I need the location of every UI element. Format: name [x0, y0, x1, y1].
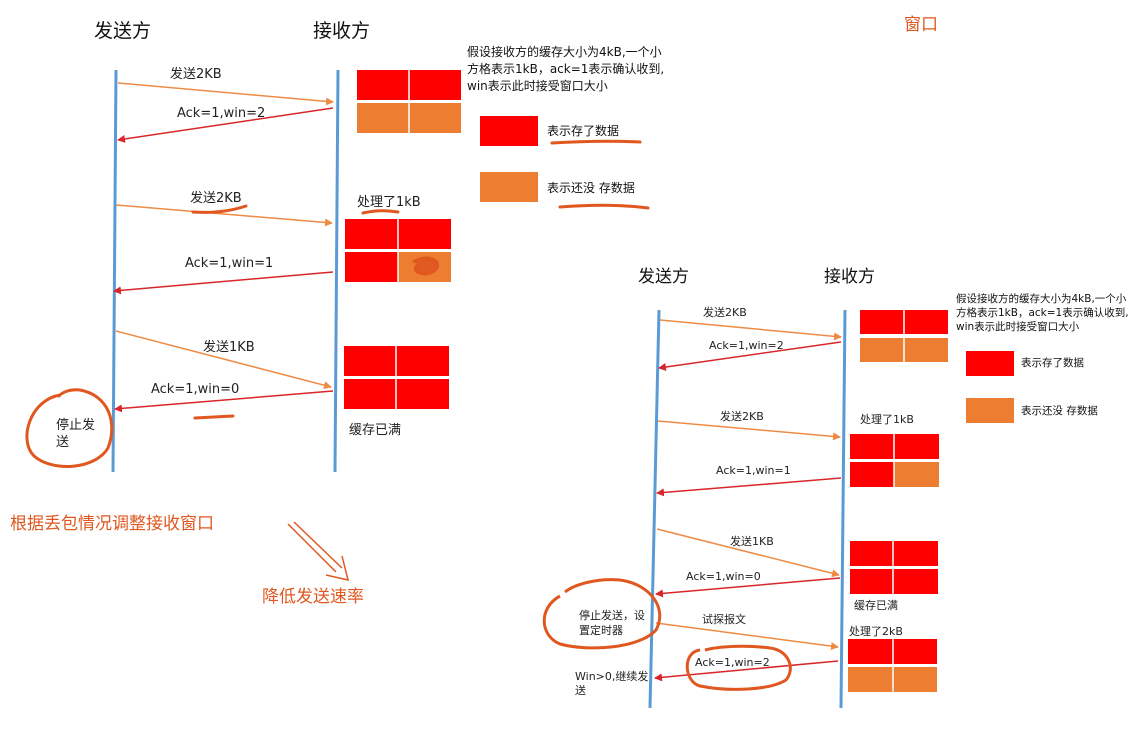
assumption-note-line: 方格表示1kB，ack=1表示确认收到,	[956, 306, 1129, 319]
ack-arrow	[114, 390, 334, 413]
processed-label: 处理了2kB	[849, 625, 903, 638]
ack-label: Ack=1,win=2	[177, 106, 265, 121]
send-arrow	[115, 330, 332, 390]
window-title: 窗口	[904, 15, 938, 35]
ack-arrow	[658, 341, 842, 371]
ack-label: Ack=1,win=1	[716, 464, 791, 477]
assumption-note-line: 假设接收方的缓存大小为4kB,一个小	[467, 44, 662, 59]
processed-label: 处理了1kB	[357, 195, 421, 210]
ack-label: Ack=1,win=0	[151, 382, 239, 397]
send-label: 发送1KB	[730, 534, 774, 548]
legend-empty-swatch	[966, 398, 1014, 423]
send-arrow	[659, 319, 842, 341]
legend-stored-swatch	[966, 351, 1014, 376]
ack-label: Ack=1,win=2	[695, 656, 770, 669]
ack-label: Ack=1,win=2	[709, 339, 784, 352]
legend-empty-label: 表示还没 存数据	[1021, 404, 1098, 417]
receiver-label: 接收方	[313, 20, 370, 42]
stop-label: 停止发	[56, 417, 95, 433]
ack-arrow	[117, 107, 334, 143]
legend-stored-label: 表示存了数据	[1021, 356, 1084, 369]
buffer-state-2	[850, 434, 939, 487]
receiver-timeline	[333, 69, 340, 473]
ack-arrow	[656, 477, 842, 497]
ack-label: Ack=1,win=0	[686, 570, 761, 583]
stop-annotation-circle	[25, 388, 114, 468]
send-label: 发送1KB	[203, 339, 255, 355]
resume-label: Win>0,继续发	[575, 669, 648, 683]
resume-label: 送	[575, 683, 586, 697]
legend-underline	[558, 203, 650, 210]
buffer-full-label: 缓存已满	[349, 423, 401, 438]
assumption-note-line: 假设接收方的缓存大小为4kB,一个小	[956, 292, 1127, 305]
send-label: 发送2KB	[190, 190, 242, 206]
legend-empty-label: 表示还没 存数据	[547, 180, 635, 195]
assumption-note-line: win表示此时接受窗口大小	[956, 320, 1080, 333]
buffer-state-1	[860, 310, 948, 362]
ack-arrow	[113, 271, 334, 295]
buffer-full-label: 缓存已满	[854, 598, 898, 612]
send-arrow	[657, 420, 841, 441]
ack-label: Ack=1,win=1	[185, 256, 273, 271]
probe-label: 试探报文	[702, 612, 746, 626]
buffer-state-4	[848, 639, 937, 692]
ack-arrow	[654, 660, 839, 682]
hand-drawn-arrow	[287, 521, 350, 582]
sender-label: 发送方	[94, 20, 151, 42]
assumption-note-line: win表示此时接受窗口大小	[467, 78, 608, 93]
buffer-state-3	[344, 346, 449, 409]
sender-timeline	[648, 309, 661, 709]
send-label: 发送2KB	[170, 66, 222, 82]
sender-label: 发送方	[638, 267, 689, 287]
stop-label: 置定时器	[579, 623, 623, 637]
reduce-rate-note: 降低发送速率	[262, 587, 364, 607]
send-arrow	[656, 528, 840, 578]
receiver-timeline	[839, 309, 847, 709]
stop-label: 停止发送，设	[579, 608, 645, 622]
annotation-circle	[685, 644, 792, 691]
adjust-window-note: 根据丢包情况调整接收窗口	[10, 514, 214, 534]
ack-arrow	[655, 577, 841, 598]
sender-timeline	[111, 69, 118, 473]
processed-label: 处理了1kB	[860, 413, 914, 426]
stop-label: 送	[56, 435, 69, 450]
annotation-scribble	[193, 414, 235, 420]
legend-underline	[550, 139, 642, 145]
right-diagram: 发送方 接收方 假设接收方的缓存大小为4kB,一个小 方格表示1kB，ack=1…	[542, 267, 1129, 709]
send-arrow	[117, 82, 334, 106]
legend-stored-swatch	[480, 116, 538, 146]
send-label: 发送2KB	[703, 305, 747, 319]
buffer-state-3	[850, 541, 938, 594]
annotation-scribble	[191, 204, 248, 214]
send-label: 发送2KB	[720, 409, 764, 423]
legend-stored-label: 表示存了数据	[547, 123, 619, 138]
buffer-state-2	[345, 219, 451, 282]
stop-annotation-circle	[542, 578, 662, 650]
receiver-label: 接收方	[824, 267, 875, 287]
probe-arrow	[655, 622, 839, 651]
annotation-scribble	[361, 209, 400, 215]
legend-empty-swatch	[480, 172, 538, 202]
buffer-state-1	[357, 70, 461, 133]
left-diagram: 发送方 接收方 假设接收方的缓存大小为4kB,一个小 方格表示1kB，ack=1…	[25, 20, 664, 473]
annotation-scribble	[412, 256, 439, 276]
assumption-note-line: 方格表示1kB，ack=1表示确认收到,	[467, 61, 664, 76]
send-arrow	[115, 204, 333, 227]
